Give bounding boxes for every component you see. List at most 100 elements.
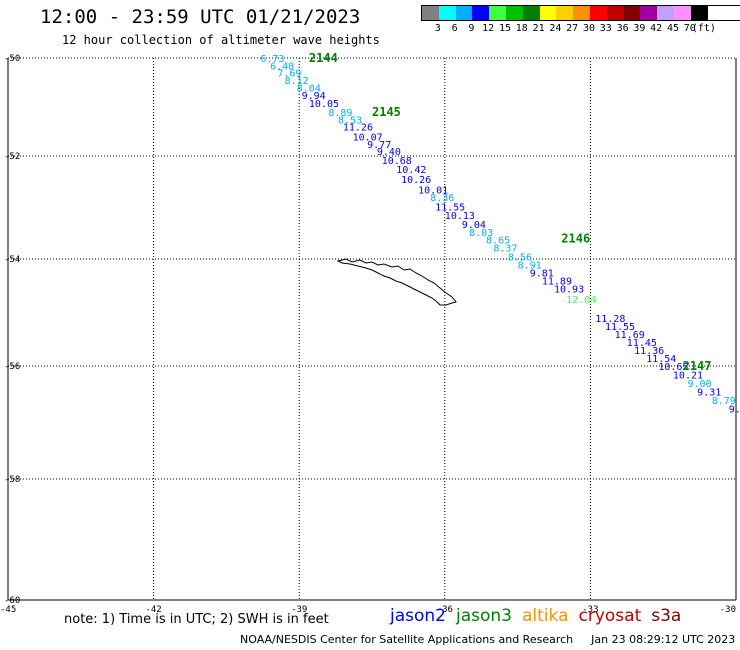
legend-swatch [623, 6, 641, 20]
wave-height-value: 11.69 [615, 330, 645, 341]
axis-labels: -50 -52 -54 -56 -58 -60-45 -42 -39 -36 -33 -30 [0, 54, 736, 615]
lon-label: -30 [720, 605, 736, 615]
lat-label: -54 [4, 255, 20, 265]
lon-label: -36 [437, 605, 453, 615]
wave-height-value: 9.77 [367, 140, 391, 151]
legend-swatch [589, 6, 607, 20]
wave-height-value: 8.04 [297, 83, 321, 94]
wave-height-value: 8.36 [430, 193, 454, 204]
wave-height-value: 10.07 [353, 132, 383, 143]
legend-swatch [640, 6, 658, 20]
satellite-name: jason3 [456, 606, 512, 626]
generated-timestamp: Jan 23 08:29:12 UTC 2023 [591, 633, 736, 646]
lon-label: -45 [0, 605, 16, 615]
wave-height-value: 8.53 [338, 115, 362, 126]
wave-height-observations: 6.736.487.698.128.049.9410.058.898.5311.… [260, 54, 740, 415]
wave-height-value: 8.89 [328, 108, 352, 119]
page-subtitle: 12 hour collection of altimeter wave hei… [62, 33, 380, 47]
footer-credit: NOAA/NESDIS Center for Satellite Applica… [240, 633, 735, 646]
wave-height-value: 9.81 [530, 268, 554, 279]
wave-height-value: 8.91 [518, 260, 542, 271]
legend-swatch [690, 6, 708, 20]
wave-height-value: 8.12 [285, 76, 309, 87]
lon-label: -39 [291, 605, 307, 615]
wave-height-value: 6.73 [260, 54, 284, 65]
lat-label: -58 [4, 475, 20, 485]
wave-height-value: 9.40 [377, 147, 401, 158]
lat-label: -60 [4, 596, 20, 606]
legend-label: 33 [599, 23, 612, 34]
track-number-label: 2147 [683, 359, 712, 373]
legend-swatch [505, 6, 523, 20]
legend-label: 9 [468, 23, 475, 34]
legend-swatches [421, 5, 740, 21]
wave-height-value: 11.55 [605, 322, 635, 333]
legend-label: 70 [683, 23, 696, 34]
wave-height-value: 10.13 [445, 211, 475, 222]
satellite-name: altika [522, 606, 569, 626]
wave-height-value: 11.28 [595, 314, 625, 325]
legend-labels: 3 6 9 12 15 18 21 24 27 30 33 36 39 42 45 70 (ft) [421, 21, 740, 35]
legend-label: 27 [566, 23, 579, 34]
legend-label: 39 [633, 23, 646, 34]
wave-height-value: 9.31 [697, 387, 721, 398]
wave-height-value: 10.26 [401, 175, 431, 186]
wave-height-value: 11.45 [627, 338, 657, 349]
wave-height-value: 7.69 [277, 69, 301, 80]
wave-height-value: 9.00 [687, 379, 711, 390]
legend-label: 45 [666, 23, 680, 34]
legend-label: 15 [498, 23, 512, 34]
credit-text: NOAA/NESDIS Center for Satellite Applica… [240, 633, 574, 646]
wave-height-value: 11.26 [343, 123, 373, 134]
wave-height-value: 6.48 [270, 61, 294, 72]
track-number-label: 2144 [309, 51, 338, 65]
wave-height-legend: 3 6 9 12 15 18 21 24 27 30 33 36 39 42 45 70 (ft) [421, 5, 740, 35]
legend-label: 36 [616, 23, 629, 34]
wave-height-value: 10.21 [673, 370, 703, 381]
satellite-name: cryosat [578, 606, 642, 626]
legend-label: 42 [650, 23, 663, 34]
legend-swatch [573, 6, 590, 20]
satellite-name: s3a [651, 606, 682, 626]
wave-height-value: 8.79 [712, 396, 736, 407]
wave-height-value: 8.56 [508, 252, 532, 263]
wave-height-value: 10.42 [396, 165, 426, 176]
legend-label: 18 [515, 23, 528, 34]
footer-note: note: 1) Time is in UTC; 2) SWH is in fe… [64, 612, 329, 627]
satellite-legend: jason2 jason3 altika cryosat s3a [390, 606, 691, 626]
track-labels: 2144 2145 2146 2147 [309, 51, 712, 373]
legend-swatch [472, 6, 490, 20]
legend-label: 21 [532, 23, 545, 34]
legend-label: 6 [451, 23, 458, 34]
legend-label: 24 [549, 23, 562, 34]
lat-label: -50 [4, 54, 20, 64]
wave-height-value: 10.05 [309, 99, 339, 110]
south-georgia-coastline [336, 258, 457, 306]
legend-label: (ft) [691, 23, 716, 34]
wave-height-value: 11.89 [542, 276, 572, 287]
wave-height-value: 10.01 [418, 185, 448, 196]
legend-swatch [556, 6, 574, 20]
legend-swatch [455, 6, 473, 20]
legend-swatch [657, 6, 674, 20]
wave-height-value: 9. [729, 404, 740, 415]
legend-swatch [522, 6, 540, 20]
wave-height-value: 9.04 [462, 220, 486, 231]
legend-label: 12 [482, 23, 495, 34]
wave-height-value: 10.93 [554, 284, 584, 295]
wave-height-value: 12.04 [566, 295, 596, 306]
legend-swatch [606, 6, 624, 20]
track-number-label: 2146 [561, 231, 590, 245]
lat-label: -56 [4, 362, 20, 372]
legend-label: 30 [582, 23, 596, 34]
wave-height-value: 10.68 [382, 156, 412, 167]
lat-lon-grid [7, 57, 737, 601]
lat-label: -52 [4, 152, 20, 162]
wave-height-value: 9.94 [302, 91, 326, 102]
legend-swatch [489, 6, 506, 20]
wave-height-value: 8.65 [486, 235, 510, 246]
wave-height-value: 8.03 [469, 228, 493, 239]
wave-height-value: 11.36 [634, 346, 664, 357]
legend-swatch [422, 6, 439, 20]
